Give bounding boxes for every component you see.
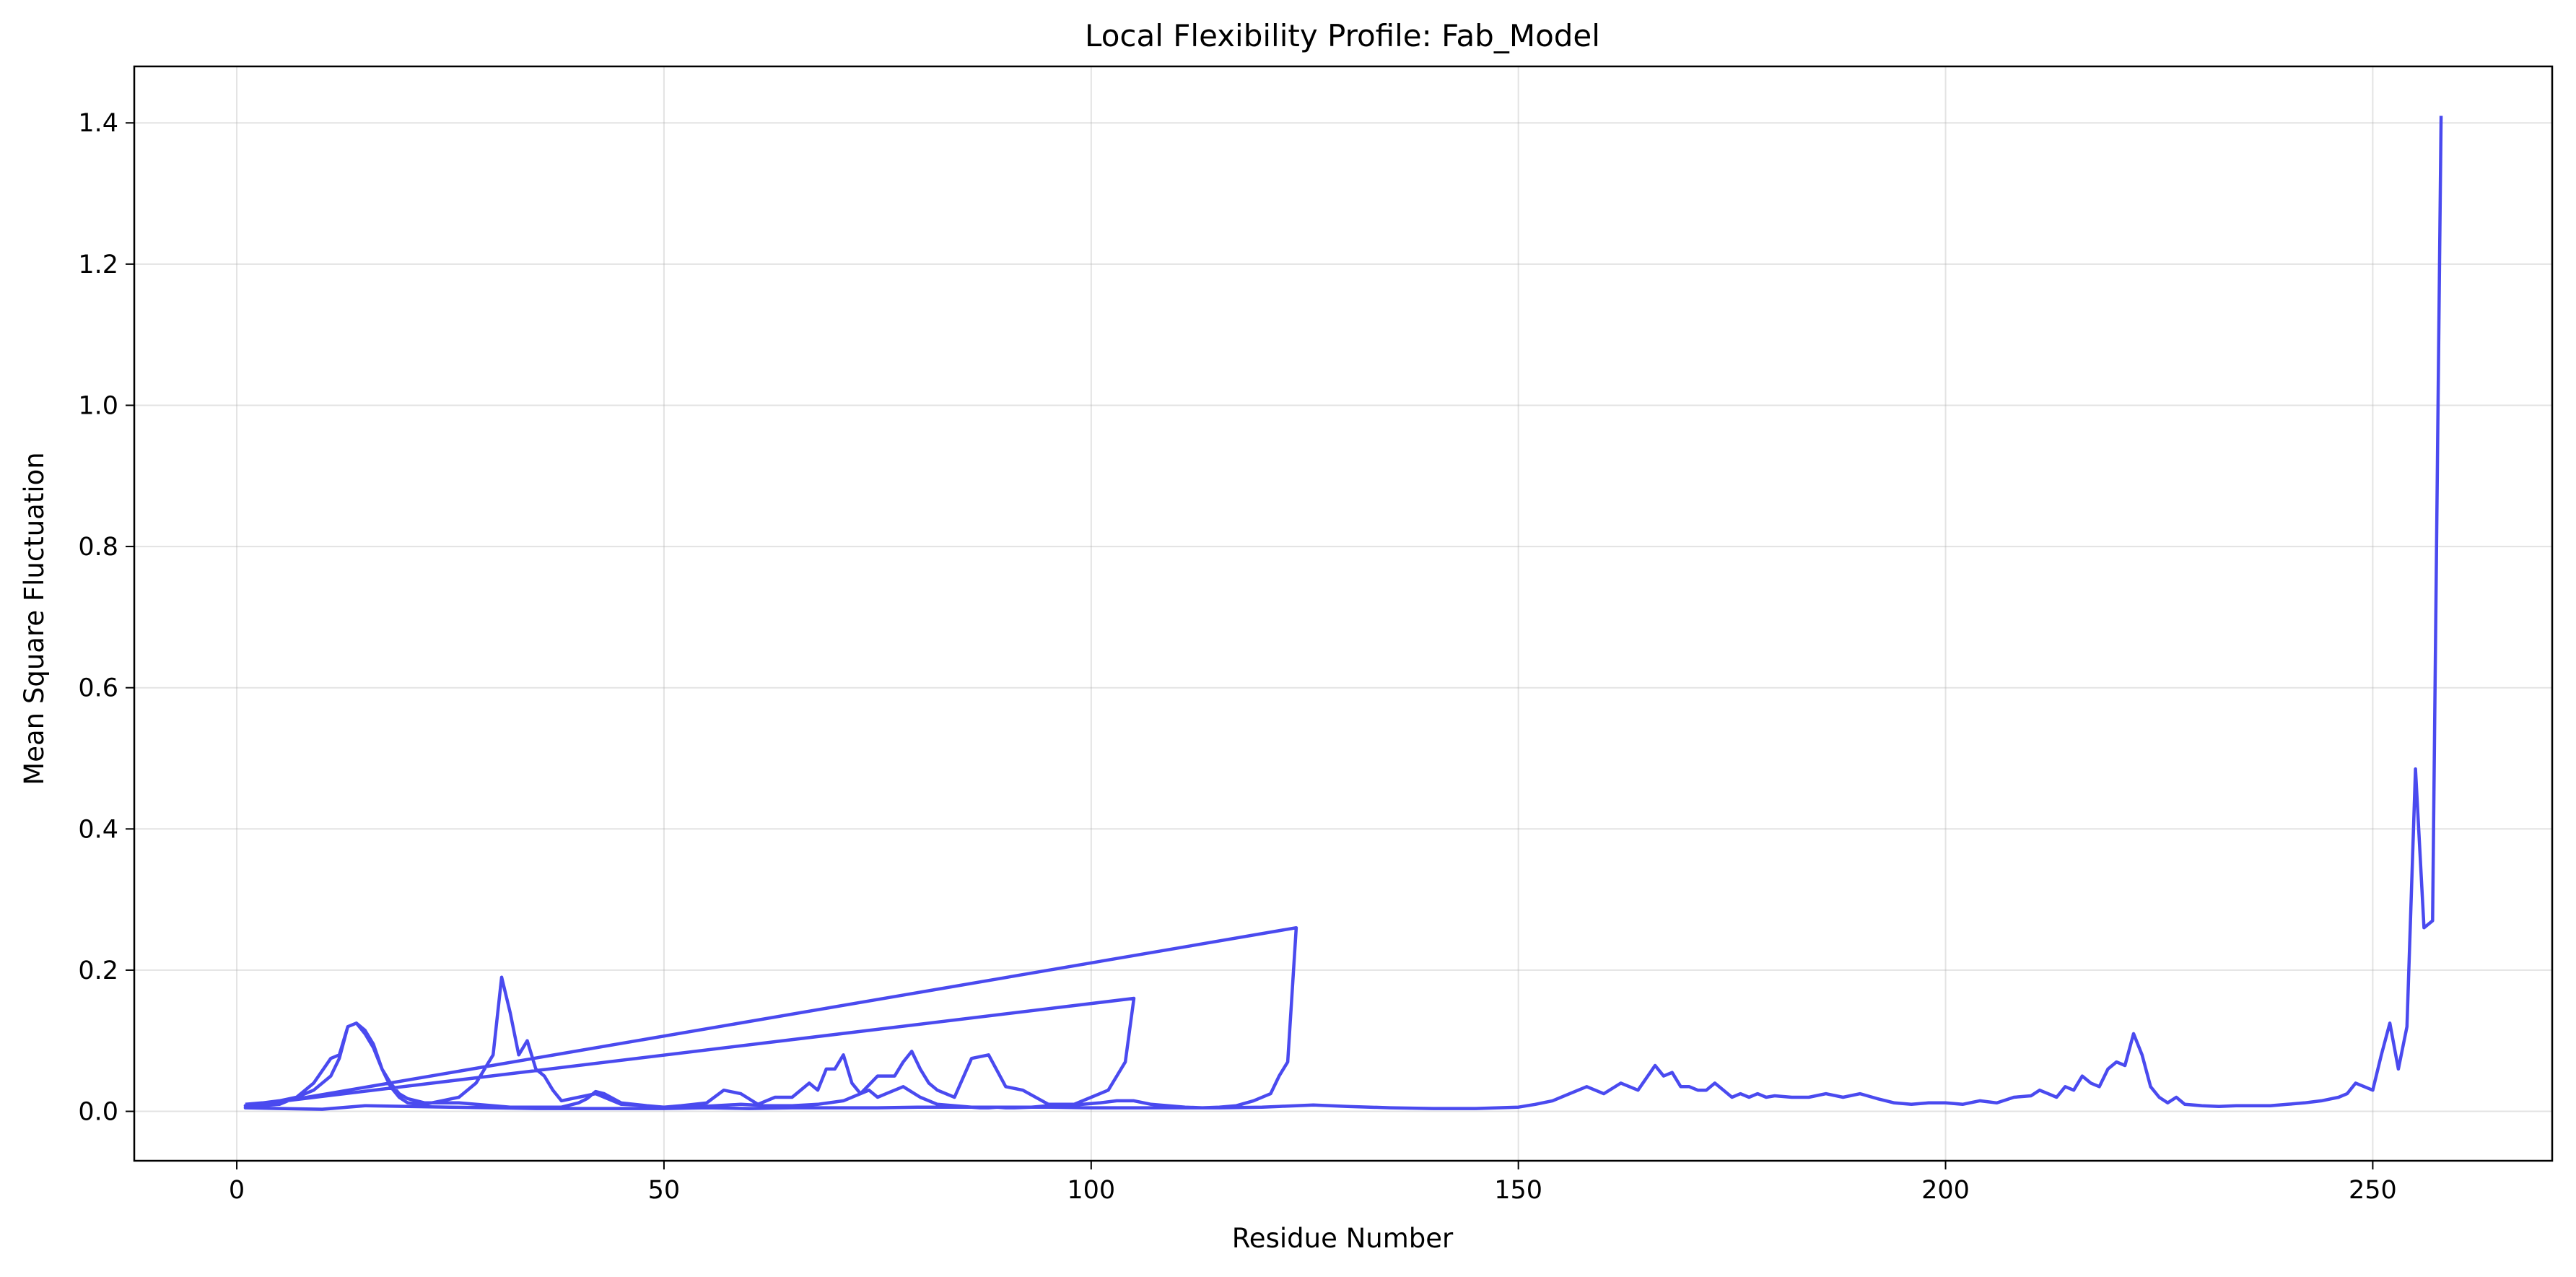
grid-lines: [134, 66, 2552, 1161]
x-tick-label: 200: [1921, 1176, 1970, 1205]
y-axis: 0.0 0.2 0.4 0.6 0.8 1.0 1.2 1.4: [78, 109, 134, 1127]
x-tick-label: 150: [1494, 1176, 1542, 1205]
series-line: [243, 116, 2443, 1111]
x-tick-label: 250: [2349, 1176, 2397, 1205]
x-tick-label: 100: [1067, 1176, 1115, 1205]
x-axis: 0 50 100 150 200 250: [229, 1161, 2397, 1205]
y-tick-label: 0.2: [78, 956, 118, 985]
y-tick-label: 1.2: [78, 250, 118, 279]
x-tick-label: 0: [229, 1176, 245, 1205]
y-axis-label: Mean Square Fluctuation: [19, 452, 50, 785]
y-tick-label: 1.0: [78, 391, 118, 420]
x-tick-label: 50: [648, 1176, 681, 1205]
x-axis-label: Residue Number: [1232, 1223, 1454, 1254]
y-tick-label: 0.6: [78, 674, 118, 703]
y-tick-label: 0.8: [78, 533, 118, 562]
plot-area: [243, 116, 2443, 1111]
y-tick-label: 1.4: [78, 109, 118, 138]
y-tick-label: 0.0: [78, 1098, 118, 1127]
y-tick-label: 0.4: [78, 815, 118, 844]
axes-frame: [133, 65, 2554, 1162]
chart-title: Local Flexibility Profile: Fab_Model: [1085, 18, 1600, 53]
